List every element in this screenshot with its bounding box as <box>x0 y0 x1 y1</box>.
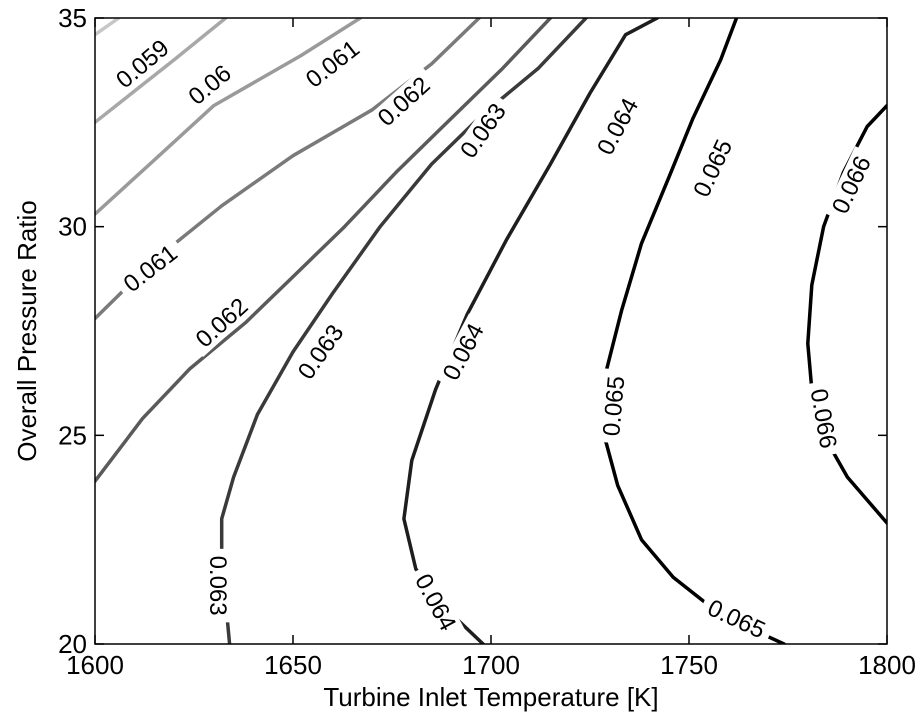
contour-label-bg <box>824 146 879 224</box>
contour-line-0.059 <box>95 18 121 37</box>
contour-label-bg <box>685 129 741 208</box>
contour-label-bg <box>434 313 493 391</box>
contour-label-text: 0.066 <box>805 387 842 451</box>
x-axis: 1600 1650 1700 1750 1800 <box>66 18 916 680</box>
x-axis-title: Turbine Inlet Temperature [K] <box>323 682 658 712</box>
y-axis: 20 25 30 35 <box>58 3 887 659</box>
x-tick-label: 1650 <box>264 650 322 680</box>
contour-label-text: 0.065 <box>598 375 630 437</box>
contour-label-0.06-0: 0.06 <box>178 55 242 115</box>
x-tick-label: 1600 <box>66 650 124 680</box>
contour-label-text: 0.064 <box>409 570 461 636</box>
contour-line-0.06 <box>95 18 228 125</box>
contour-label-bg <box>204 548 231 623</box>
contour-label-0.063-2: 0.063 <box>204 548 231 623</box>
contour-label-text: 0.065 <box>688 135 738 201</box>
contour-label-0.064-1: 0.064 <box>588 87 647 166</box>
contour-label-0.063-0: 0.063 <box>288 314 353 390</box>
contour-label-bg <box>451 93 515 169</box>
contour-label-0.064-0: 0.064 <box>434 313 493 391</box>
contour-label-bg <box>178 55 242 115</box>
contour-label-bg <box>295 31 370 97</box>
contour-label-0.061-1: 0.061 <box>295 31 370 97</box>
contour-label-bg <box>597 368 630 444</box>
contour-label-text: 0.063 <box>204 556 231 616</box>
contour-label-bg <box>105 30 180 98</box>
y-tick-label: 25 <box>58 420 87 450</box>
contour-label-0.065-2: 0.065 <box>697 591 776 647</box>
contour-label-text: 0.063 <box>293 320 350 385</box>
contour-label-text: 0.064 <box>592 94 644 160</box>
contour-label-bg <box>697 591 776 647</box>
contour-label-bg <box>804 380 843 458</box>
contour-line-0.061 <box>95 18 363 216</box>
contour-label-bg <box>588 87 647 166</box>
contour-label-0.066-0: 0.066 <box>824 146 879 224</box>
contour-label-bg <box>406 563 465 641</box>
contour-label-0.062-1: 0.062 <box>367 67 440 136</box>
contour-label-0.065-1: 0.065 <box>597 368 630 444</box>
x-tick-label: 1800 <box>858 650 916 680</box>
contour-label-0.066-1: 0.066 <box>804 380 843 458</box>
contour-label-bg <box>367 67 440 136</box>
y-tick-label: 35 <box>58 3 87 33</box>
contour-label-0.063-1: 0.063 <box>451 93 515 169</box>
contour-label-text: 0.065 <box>703 595 769 645</box>
contour-label-0.064-2: 0.064 <box>406 563 465 641</box>
contour-line-0.063 <box>95 18 553 483</box>
y-tick-label: 30 <box>58 212 87 242</box>
contour-label-bg <box>113 235 188 302</box>
contour-label-0.065-0: 0.065 <box>685 129 741 208</box>
contour-label-0.061-0: 0.061 <box>113 235 188 302</box>
x-tick-label: 1750 <box>660 650 718 680</box>
y-axis-title: Overall Pressure Ratio <box>12 200 42 462</box>
x-tick-label: 1700 <box>462 650 520 680</box>
contour-label-bg <box>185 288 258 357</box>
contour-labels: 0.059 0.060.0610.0610.0620.0620.0630.0630… <box>105 30 879 647</box>
y-tick-label: 20 <box>58 629 87 659</box>
contour-label-bg <box>288 314 353 390</box>
contour-label-text: 0.064 <box>438 319 490 385</box>
contour-label-text: 0.066 <box>827 152 877 218</box>
